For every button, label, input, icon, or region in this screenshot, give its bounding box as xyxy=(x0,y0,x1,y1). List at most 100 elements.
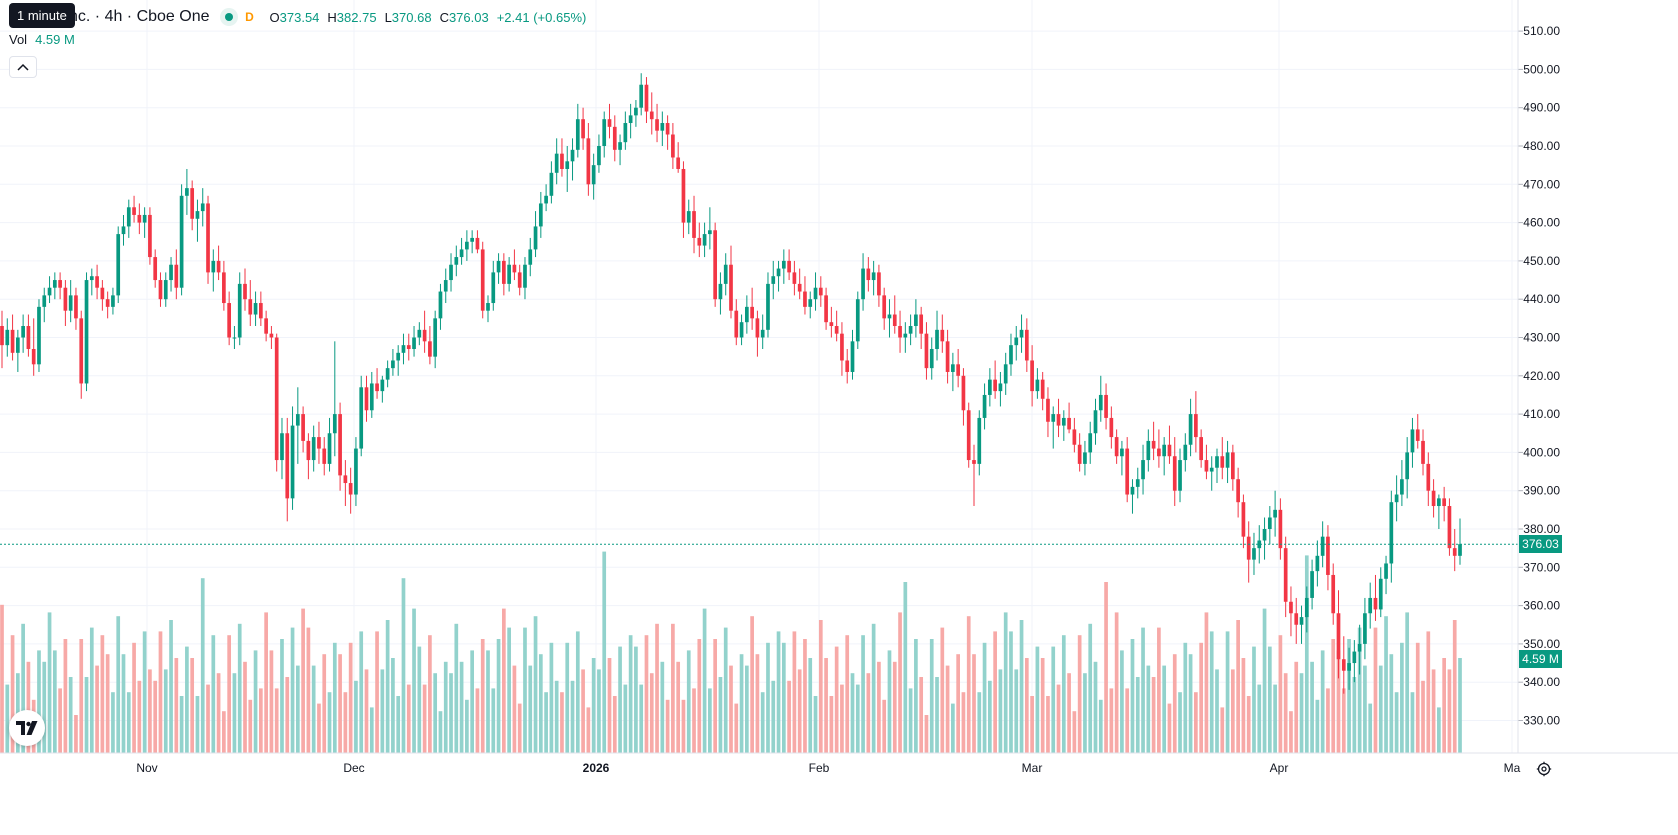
volume-bar xyxy=(52,650,57,753)
volume-bar xyxy=(454,623,459,753)
last-volume-tag: 4.59 M xyxy=(1519,650,1562,668)
price-tick-label: 400.00 xyxy=(1523,445,1560,459)
volume-bar xyxy=(470,650,475,753)
volume-bar xyxy=(253,650,258,753)
candle-body xyxy=(317,437,321,449)
candle-body xyxy=(734,310,739,338)
candle-body xyxy=(63,287,68,311)
volume-bar xyxy=(797,669,802,753)
volume-bar xyxy=(729,665,733,753)
volume-bar xyxy=(68,677,73,753)
volume-bar xyxy=(570,680,575,753)
candle-body xyxy=(364,387,369,411)
volume-bar xyxy=(771,680,776,753)
candle-body xyxy=(908,326,913,334)
volume-bar xyxy=(1077,635,1082,753)
volume-bar xyxy=(322,654,327,753)
candle-body xyxy=(1114,437,1119,457)
tradingview-logo-icon[interactable] xyxy=(9,710,45,746)
price-tick-label: 420.00 xyxy=(1523,369,1560,383)
volume-bar xyxy=(1437,707,1441,753)
price-tick-label: 450.00 xyxy=(1523,254,1560,268)
volume-bar xyxy=(824,658,828,753)
volume-bar xyxy=(1415,642,1420,753)
volume-bar xyxy=(787,680,791,753)
volume-bar xyxy=(449,673,453,753)
volume-bar xyxy=(1130,639,1135,753)
volume-bar xyxy=(491,688,496,753)
volume-bar xyxy=(422,684,427,753)
volume-bar xyxy=(100,635,105,753)
volume-bar xyxy=(956,654,961,753)
volume-bar xyxy=(940,627,945,753)
volume-bar xyxy=(0,604,4,753)
price-tick-label: 370.00 xyxy=(1523,560,1560,574)
symbol-title[interactable]: nc. · 4h · Cboe One xyxy=(69,8,210,25)
chart-settings-button[interactable] xyxy=(1533,758,1555,780)
axes: 510.00 500.00 490.00 480.00 470.00 460.00 450.… xyxy=(0,0,1678,775)
candle-body xyxy=(1437,498,1441,507)
candle-body xyxy=(496,260,501,273)
candle-body xyxy=(327,433,332,464)
collapse-legend-button[interactable] xyxy=(9,56,37,78)
candle-body xyxy=(1035,379,1040,392)
candle-body xyxy=(602,119,607,146)
volume-bar xyxy=(792,631,797,753)
market-status-icon[interactable] xyxy=(219,8,238,26)
candle-body xyxy=(179,195,184,288)
volume-bar xyxy=(512,665,517,753)
volume-bar xyxy=(459,661,464,753)
candle-body xyxy=(1151,440,1156,449)
volume-bar xyxy=(1157,627,1161,753)
candle-body xyxy=(581,119,585,139)
candle-body xyxy=(1146,440,1151,461)
candle-body xyxy=(412,337,416,349)
candle-body xyxy=(338,414,342,476)
candle-body xyxy=(380,379,385,392)
open-value: O373.54 xyxy=(269,9,320,25)
candle-body xyxy=(491,272,496,304)
volume-bar xyxy=(575,631,580,753)
price-tick-label: 480.00 xyxy=(1523,139,1560,153)
candle-body xyxy=(1046,398,1050,422)
candle-body xyxy=(1040,379,1045,399)
volume-bar xyxy=(327,692,332,753)
delay-badge[interactable]: D xyxy=(245,10,254,24)
volume-bar xyxy=(1373,627,1378,753)
volume-bar xyxy=(1194,692,1198,753)
volume-bar xyxy=(1368,703,1373,753)
candle-body xyxy=(200,203,205,212)
candle-body xyxy=(1135,479,1140,487)
candle-body xyxy=(406,345,411,349)
candle-body xyxy=(919,314,924,334)
volume-bar xyxy=(443,661,448,753)
volume-bar xyxy=(174,658,179,753)
volume-bar xyxy=(644,635,649,753)
volume-bar xyxy=(618,646,622,753)
candle-body xyxy=(575,119,580,150)
candle-body xyxy=(755,318,760,338)
volume-bar xyxy=(681,699,686,753)
volume-bar xyxy=(364,669,369,753)
candle-body xyxy=(1368,597,1373,614)
candle-body xyxy=(845,360,850,372)
volume-bar xyxy=(26,661,31,753)
last-price-tag: 376.03 xyxy=(1519,535,1562,554)
candle-body xyxy=(634,107,638,116)
volume-bar xyxy=(639,684,644,753)
volume-bar xyxy=(343,692,348,753)
volume-bar xyxy=(1204,612,1209,753)
candle-body xyxy=(1299,617,1304,625)
candle-body xyxy=(443,280,448,292)
candle-body xyxy=(1431,490,1436,507)
candle-body xyxy=(433,318,438,357)
volume-bar xyxy=(58,688,62,753)
volume-bar xyxy=(237,623,242,753)
volume-bar xyxy=(111,692,115,753)
candle-body xyxy=(681,168,686,223)
volume-bar xyxy=(10,635,15,753)
candle-body xyxy=(787,260,791,273)
volume-bar xyxy=(5,684,10,753)
candle-body xyxy=(1019,329,1024,338)
